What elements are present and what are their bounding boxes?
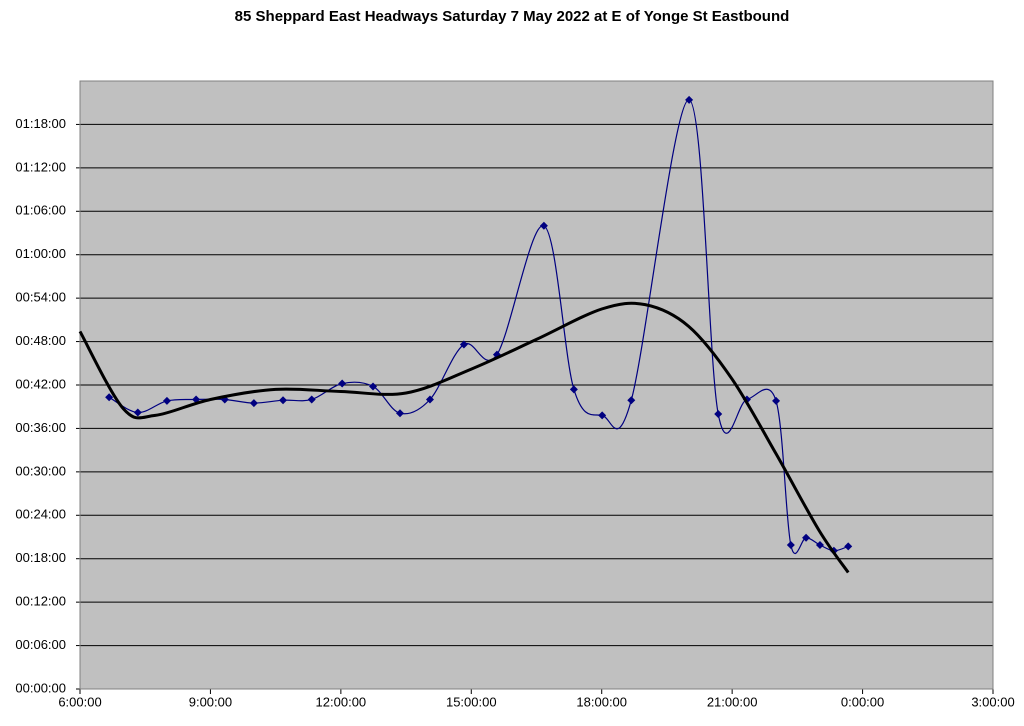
series-line xyxy=(78,301,850,574)
data-point xyxy=(307,395,316,404)
y-tick-label: 00:18:00 xyxy=(15,550,66,565)
data-point xyxy=(844,542,853,551)
data-point xyxy=(249,399,258,408)
y-tick-label: 00:54:00 xyxy=(15,290,66,305)
y-tick-label: 01:18:00 xyxy=(15,116,66,131)
data-point xyxy=(598,411,607,420)
y-tick-label: 01:00:00 xyxy=(15,246,66,261)
data-point xyxy=(133,408,142,417)
y-tick-label: 00:30:00 xyxy=(15,463,66,478)
data-point xyxy=(627,396,636,405)
plot-border xyxy=(79,80,994,690)
data-point xyxy=(714,409,723,418)
y-tick-label: 00:12:00 xyxy=(15,594,66,609)
y-tick-label: 00:24:00 xyxy=(15,507,66,522)
x-tick-label: 18:00:00 xyxy=(576,694,627,709)
x-tick-label: 21:00:00 xyxy=(707,694,758,709)
data-point xyxy=(369,382,378,391)
data-point xyxy=(338,379,347,388)
data-point xyxy=(395,409,404,418)
y-tick-label: 01:12:00 xyxy=(15,159,66,174)
data-point xyxy=(162,396,171,405)
x-tick-label: 6:00:00 xyxy=(58,694,101,709)
data-point xyxy=(569,385,578,394)
data-point xyxy=(685,95,694,104)
x-tick-label: 15:00:00 xyxy=(446,694,497,709)
y-tick-label: 00:00:00 xyxy=(15,680,66,695)
data-point xyxy=(802,533,811,542)
y-tick-label: 00:48:00 xyxy=(15,333,66,348)
x-tick-label: 0:00:00 xyxy=(841,694,884,709)
data-point xyxy=(279,396,288,405)
chart-title: 85 Sheppard East Headways Saturday 7 May… xyxy=(235,8,790,25)
x-tick-label: 9:00:00 xyxy=(189,694,232,709)
data-point xyxy=(425,395,434,404)
data-point xyxy=(105,393,114,402)
data-point xyxy=(539,221,548,230)
y-tick-label: 00:42:00 xyxy=(15,376,66,391)
y-tick-label: 00:06:00 xyxy=(15,637,66,652)
x-tick-label: 3:00:00 xyxy=(971,694,1014,709)
data-point xyxy=(786,540,795,549)
x-tick-label: 12:00:00 xyxy=(316,694,367,709)
data-point xyxy=(459,340,468,349)
data-point xyxy=(815,540,824,549)
y-tick-label: 01:06:00 xyxy=(15,203,66,218)
y-tick-label: 00:36:00 xyxy=(15,420,66,435)
data-point xyxy=(772,396,781,405)
